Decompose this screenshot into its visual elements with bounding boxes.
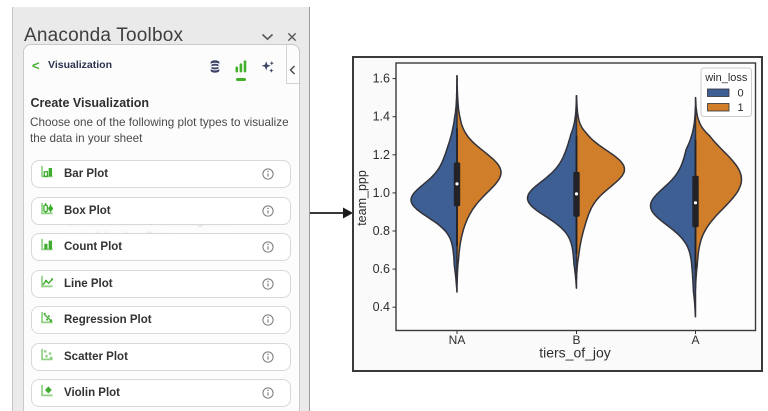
svg-text:NA: NA [449, 333, 466, 347]
svg-text:0.6: 0.6 [373, 262, 390, 276]
svg-text:1: 1 [738, 102, 744, 114]
svg-text:1.6: 1.6 [373, 72, 390, 86]
svg-text:0: 0 [738, 88, 744, 100]
svg-text:tiers_of_joy: tiers_of_joy [539, 345, 611, 361]
svg-text:team_ppp: team_ppp [355, 170, 369, 226]
svg-text:1.2: 1.2 [373, 148, 390, 162]
svg-text:B: B [572, 333, 580, 347]
svg-text:1.4: 1.4 [373, 110, 390, 124]
svg-text:A: A [691, 333, 699, 347]
svg-text:0.8: 0.8 [373, 224, 390, 238]
svg-text:1.0: 1.0 [373, 186, 390, 200]
svg-text:win_loss: win_loss [704, 72, 748, 84]
svg-text:0.4: 0.4 [373, 300, 390, 314]
